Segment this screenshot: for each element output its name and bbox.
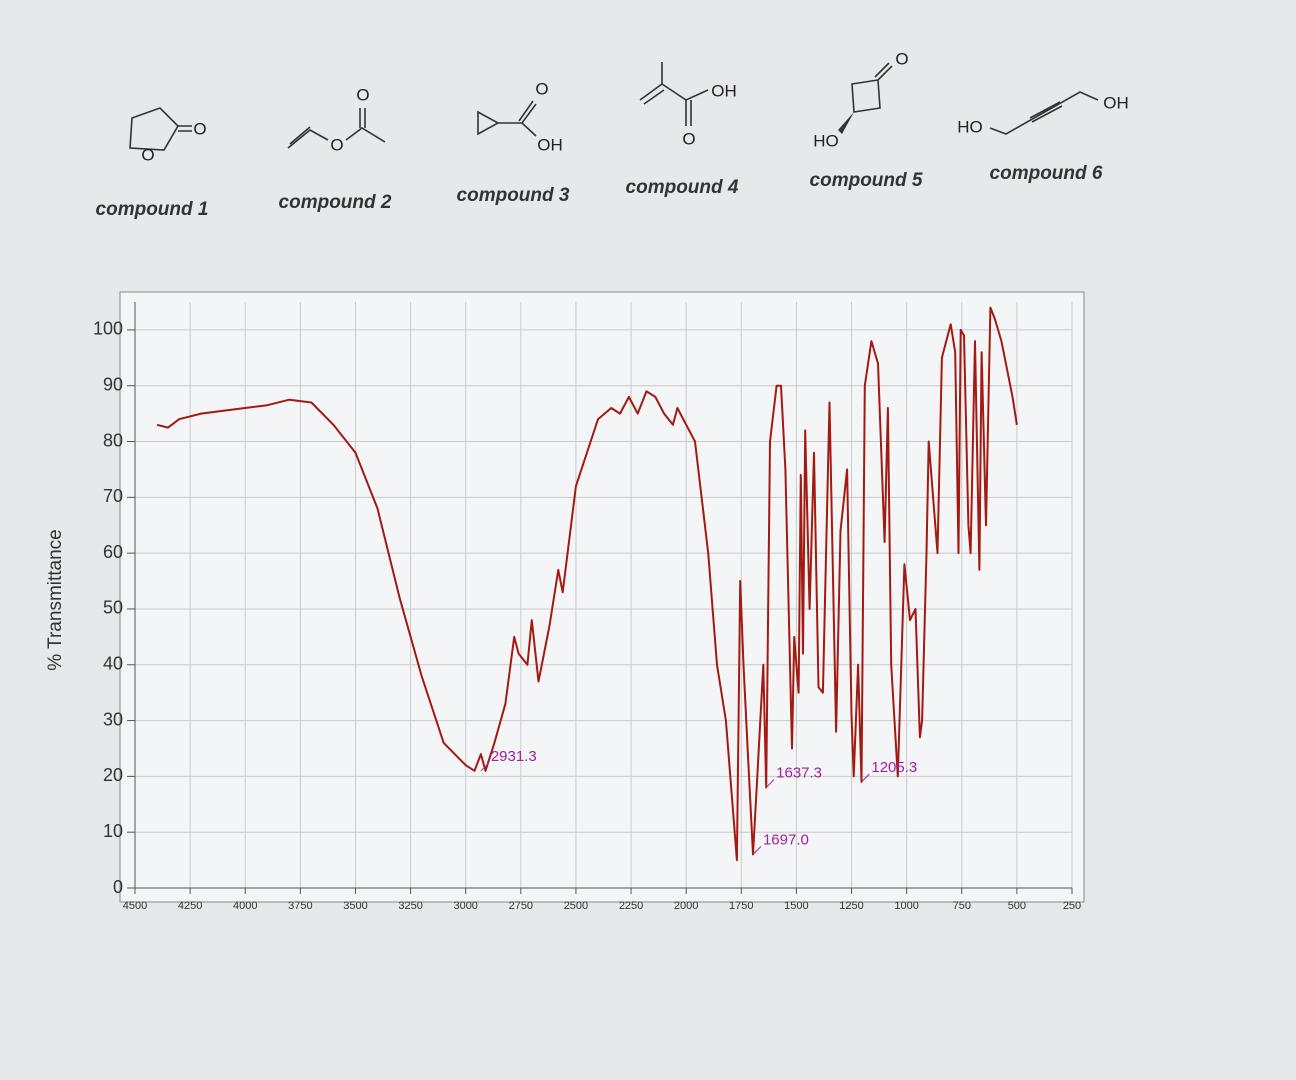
x-tick-label: 1500	[784, 900, 808, 912]
x-tick-label: 3500	[343, 900, 367, 912]
atom-label: O	[682, 129, 695, 148]
compound-label: compound 1	[96, 199, 209, 220]
y-tick-label: 100	[93, 319, 123, 339]
atom-label: O	[535, 79, 548, 98]
x-tick-label: 2000	[674, 900, 698, 912]
x-tick-label: 2500	[564, 900, 588, 912]
spectrum-line	[156, 306, 1018, 862]
y-tick-label: 40	[103, 654, 123, 674]
compound-label: compound 5	[810, 170, 923, 191]
x-tick-label: 3250	[398, 900, 422, 912]
x-tick-label: 3750	[288, 900, 312, 912]
atom-label: OH	[537, 135, 563, 154]
x-tick-label: 4000	[233, 900, 257, 912]
y-tick-label: 70	[103, 486, 123, 506]
x-tick-label: 4500	[123, 900, 147, 912]
compound-label: compound 6	[990, 163, 1103, 184]
y-tick-label: 50	[103, 598, 123, 618]
annotation: 1637.3	[776, 765, 822, 782]
annotation: 1205.3	[871, 759, 917, 776]
atom-label: OH	[711, 81, 737, 100]
x-tick-label: 250	[1063, 900, 1081, 912]
annotation-leader	[480, 762, 490, 772]
y-tick-label: 90	[103, 374, 123, 394]
x-tick-label: 500	[1008, 900, 1026, 912]
annotation-leader	[752, 846, 762, 855]
annotation-leader	[861, 773, 870, 783]
structure: HO OH compound 6	[957, 91, 1129, 184]
y-tick-label: 0	[113, 877, 123, 897]
y-tick-label: 20	[103, 765, 123, 785]
atom-label: O	[330, 135, 343, 154]
structure: O HO compound 5	[810, 49, 923, 191]
structure: O O compound 2	[279, 85, 392, 213]
y-tick-label: 10	[103, 821, 123, 841]
atom-label: O	[356, 85, 369, 104]
structure: OH O compound 4	[626, 62, 739, 198]
atom-label: O	[141, 145, 154, 164]
x-tick-label: 1750	[729, 900, 753, 912]
y-axis-label: % Transmittance	[45, 529, 66, 671]
structure: O O compound 1	[96, 107, 209, 220]
atom-label: O	[895, 49, 908, 68]
x-tick-label: 2750	[509, 900, 533, 912]
y-tick-label: 30	[103, 709, 123, 729]
annotation-leader	[765, 779, 775, 788]
x-tick-label: 1250	[839, 900, 863, 912]
x-tick-label: 3000	[453, 900, 477, 912]
annotation: 2931.3	[491, 748, 537, 765]
y-tick-label: 60	[103, 542, 123, 562]
compound-label: compound 3	[457, 185, 570, 206]
x-tick-label: 4250	[178, 900, 202, 912]
atom-label: OH	[1103, 93, 1129, 112]
atom-label: HO	[813, 131, 839, 150]
structure: O OH compound 3	[457, 79, 570, 206]
atom-label: HO	[957, 117, 983, 136]
x-tick-label: 1000	[894, 900, 918, 912]
x-tick-label: 2250	[619, 900, 643, 912]
plot-frame	[119, 291, 1085, 903]
compound-label: compound 2	[279, 192, 392, 213]
x-tick-label: 750	[953, 900, 971, 912]
atom-label: O	[193, 119, 206, 138]
plot: 0 10 20 30 40 50 60 70 80 90 100 4500 4250 4000 3750 35…	[93, 302, 1081, 912]
y-tick-label: 80	[103, 430, 123, 450]
annotation: 1697.0	[763, 831, 809, 848]
compound-label: compound 4	[626, 177, 739, 198]
